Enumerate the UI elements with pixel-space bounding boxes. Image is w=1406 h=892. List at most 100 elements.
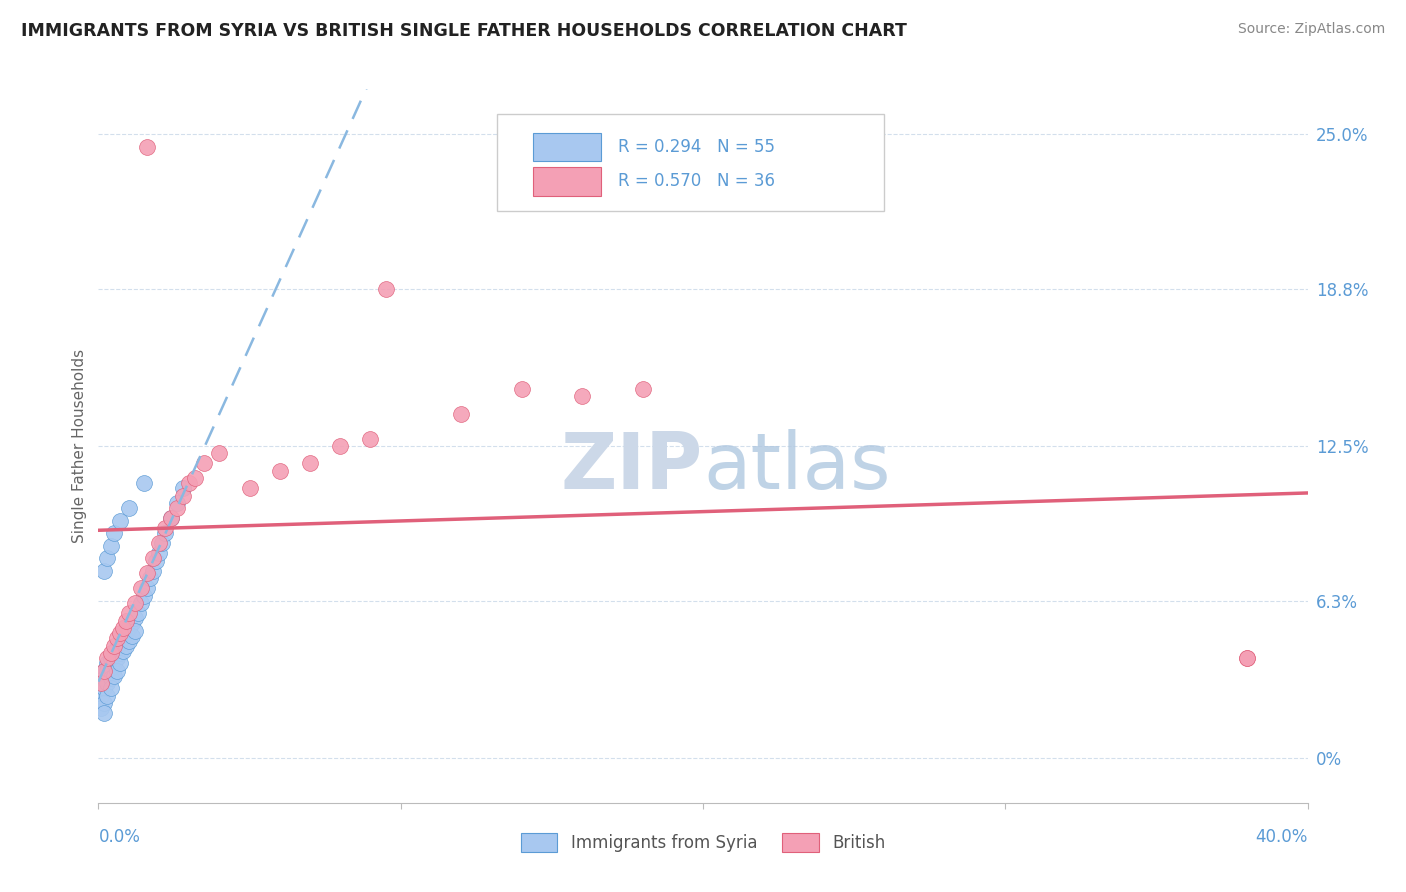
Point	[100, 539, 122, 553]
Point	[124, 624, 146, 638]
Point	[172, 489, 194, 503]
Point	[166, 501, 188, 516]
Point	[96, 689, 118, 703]
Point	[93, 706, 115, 720]
Text: atlas: atlas	[703, 429, 890, 506]
Point	[93, 664, 115, 678]
Text: ZIP: ZIP	[561, 429, 703, 506]
Point	[129, 596, 152, 610]
Point	[108, 646, 131, 660]
Point	[132, 589, 155, 603]
Point	[150, 536, 173, 550]
Point	[124, 596, 146, 610]
Point	[129, 581, 152, 595]
Point	[193, 457, 215, 471]
Point	[374, 282, 396, 296]
Point	[631, 382, 654, 396]
Point	[118, 501, 141, 516]
Point	[90, 689, 112, 703]
Point	[103, 639, 125, 653]
Point	[172, 482, 194, 496]
Point	[105, 631, 128, 645]
Text: 0.0%: 0.0%	[98, 828, 141, 846]
Point	[124, 611, 146, 625]
Point	[153, 521, 176, 535]
Point	[103, 646, 125, 660]
Point	[96, 664, 118, 678]
Point	[142, 551, 165, 566]
Point	[105, 651, 128, 665]
Point	[329, 439, 352, 453]
Point	[100, 646, 122, 660]
Point	[1236, 651, 1258, 665]
Text: 40.0%: 40.0%	[1256, 828, 1308, 846]
Point	[1236, 651, 1258, 665]
Point	[96, 676, 118, 690]
Point	[108, 514, 131, 528]
Point	[100, 671, 122, 685]
Point	[111, 621, 134, 635]
Point	[105, 664, 128, 678]
Text: R = 0.294   N = 55: R = 0.294 N = 55	[619, 138, 775, 156]
Point	[360, 432, 382, 446]
Point	[135, 581, 157, 595]
Point	[103, 668, 125, 682]
Text: IMMIGRANTS FROM SYRIA VS BRITISH SINGLE FATHER HOUSEHOLDS CORRELATION CHART: IMMIGRANTS FROM SYRIA VS BRITISH SINGLE …	[21, 22, 907, 40]
Point	[148, 536, 170, 550]
Point	[269, 464, 291, 478]
Point	[571, 389, 593, 403]
Point	[160, 511, 183, 525]
Point	[111, 631, 134, 645]
Point	[96, 656, 118, 670]
Point	[135, 139, 157, 153]
FancyBboxPatch shape	[533, 167, 602, 195]
Point	[111, 643, 134, 657]
Point	[121, 629, 143, 643]
Point	[108, 626, 131, 640]
Y-axis label: Single Father Households: Single Father Households	[72, 349, 87, 543]
Point	[510, 382, 533, 396]
FancyBboxPatch shape	[498, 114, 884, 211]
Point	[93, 671, 115, 685]
Point	[114, 614, 136, 628]
Point	[118, 621, 141, 635]
Point	[121, 616, 143, 631]
Point	[100, 661, 122, 675]
Legend: Immigrants from Syria, British: Immigrants from Syria, British	[515, 826, 891, 859]
Point	[100, 651, 122, 665]
Point	[93, 564, 115, 578]
Point	[179, 476, 201, 491]
Point	[145, 554, 167, 568]
Point	[114, 639, 136, 653]
Point	[100, 681, 122, 695]
Text: Source: ZipAtlas.com: Source: ZipAtlas.com	[1237, 22, 1385, 37]
Point	[114, 626, 136, 640]
Point	[132, 476, 155, 491]
Point	[184, 471, 207, 485]
FancyBboxPatch shape	[533, 133, 602, 161]
Point	[105, 641, 128, 656]
Point	[108, 636, 131, 650]
Point	[108, 656, 131, 670]
Text: R = 0.570   N = 36: R = 0.570 N = 36	[619, 172, 775, 190]
Point	[208, 446, 231, 460]
Point	[153, 526, 176, 541]
Point	[127, 606, 149, 620]
Point	[103, 656, 125, 670]
Point	[160, 511, 183, 525]
Point	[93, 664, 115, 678]
Point	[90, 676, 112, 690]
Point	[450, 407, 472, 421]
Point	[90, 701, 112, 715]
Point	[239, 482, 262, 496]
Point	[118, 606, 141, 620]
Point	[135, 566, 157, 581]
Point	[118, 633, 141, 648]
Point	[96, 551, 118, 566]
Point	[103, 526, 125, 541]
Point	[93, 696, 115, 710]
Point	[96, 651, 118, 665]
Point	[139, 571, 162, 585]
Point	[299, 457, 322, 471]
Point	[93, 681, 115, 695]
